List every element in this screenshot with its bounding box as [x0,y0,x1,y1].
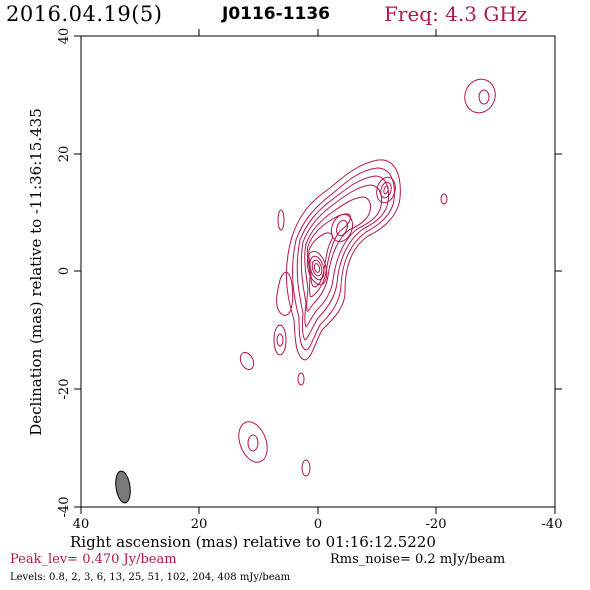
contour-blob [276,333,284,347]
contour-knot [380,181,392,199]
contour-5 [304,196,372,312]
contour-knot [336,219,348,237]
contour-component-sw [247,434,259,452]
contour-component [297,372,305,386]
observation-date: 2016.04.19(5) [6,2,163,26]
x-tick-label: 0 [314,517,322,532]
contour-core-3 [311,259,323,277]
y-tick-label: -40 [57,497,72,518]
y-tick-label: 0 [57,267,72,275]
plot-frame [80,35,556,508]
contour-4 [300,184,383,328]
contour-core-4 [313,263,321,273]
contour-outer [285,159,401,361]
contour-3 [296,175,389,341]
contour-core-1 [306,250,328,286]
y-tick-label: 40 [57,28,72,45]
contour-levels: Levels: 0.8, 2, 3, 6, 13, 25, 51, 102, 2… [10,572,291,583]
contour-knot [376,176,396,204]
y-tick-label: -20 [57,379,72,400]
contour-component-ne [464,78,496,114]
x-axis-label: Right ascension (mas) relative to 01:16:… [70,533,436,551]
x-tick-label: 20 [191,517,208,532]
x-ticks [80,29,556,514]
x-tick-label: 40 [73,517,90,532]
contour-left-extension [276,271,294,316]
contour-core-2 [309,255,325,281]
x-tick-label: -40 [542,517,563,532]
y-tick-label: 20 [57,146,72,163]
beam-ellipse [115,470,131,504]
contour-component [440,193,448,205]
contour-blob [273,324,287,356]
contour-knot [383,185,389,195]
source-contours [238,78,496,477]
x-tick-label: -20 [426,517,447,532]
y-ticks [74,35,562,508]
contour-component-ne [478,89,490,105]
contour-6 [306,213,351,298]
contour-knot [330,213,354,243]
contour-component [301,459,311,477]
contour-2 [292,167,395,351]
frequency-label: Freq: 4.3 GHz [384,2,528,26]
contour-component [277,209,285,231]
rms-noise: Rms_noise= 0.2 mJy/beam [330,552,506,567]
peak-level: Peak_lev= 0.470 Jy/beam [10,552,177,567]
y-axis-label: Declination (mas) relative to -11:36:15.… [27,108,45,436]
source-name: J0116-1136 [222,4,331,24]
contour-component [239,351,255,371]
contour-component-sw [238,421,268,463]
